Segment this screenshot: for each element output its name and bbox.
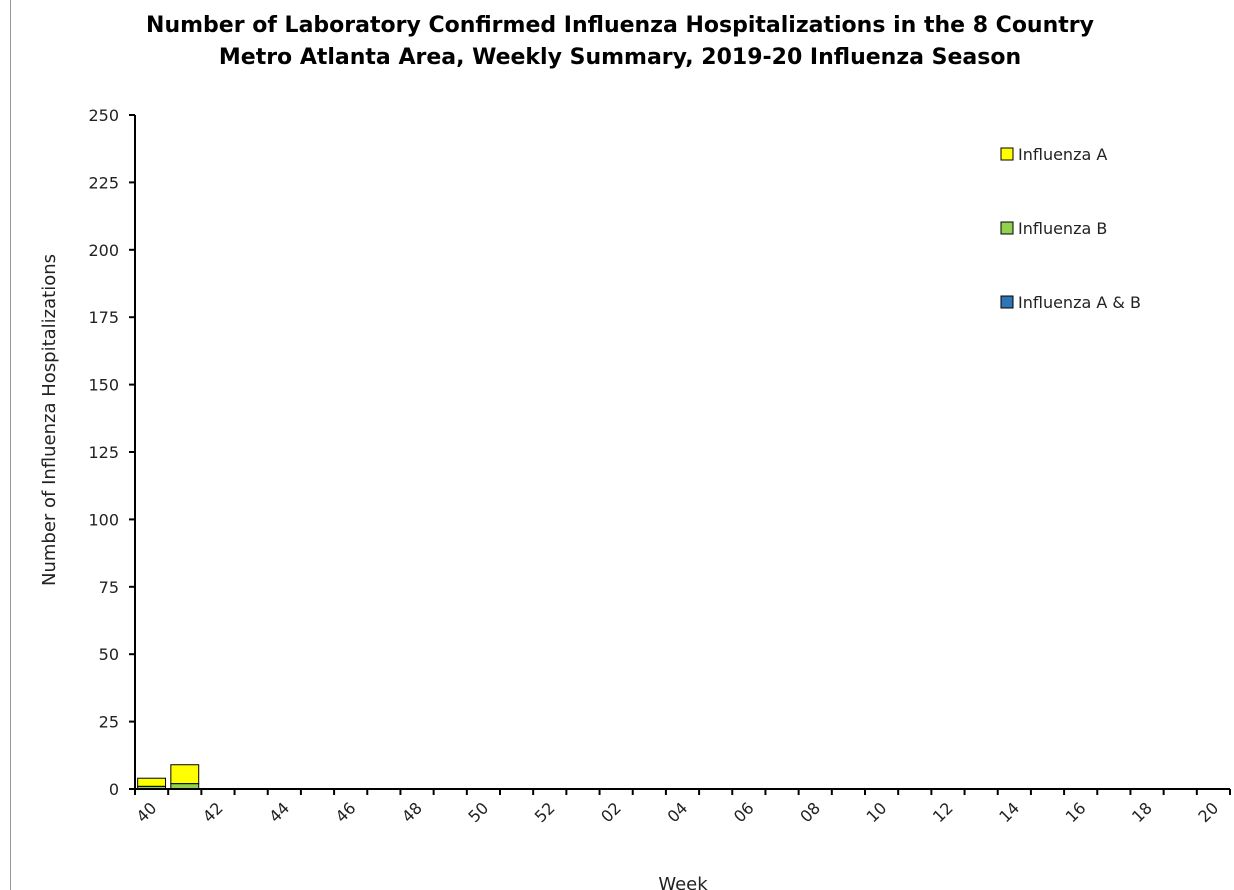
bar-segment	[137, 777, 167, 787]
y-tick-label: 175	[88, 308, 119, 327]
y-tick-label: 50	[99, 645, 119, 664]
legend-swatch	[1000, 147, 1014, 161]
x-tick-label: 02	[597, 798, 625, 826]
x-tick-label: 52	[531, 798, 559, 826]
y-tick-label: 100	[88, 510, 119, 529]
y-tick-label: 0	[109, 780, 119, 799]
chart-title: Number of Laboratory Confirmed Influenza…	[146, 13, 1094, 70]
x-tick-label: 08	[796, 798, 824, 826]
x-tick-label: 40	[133, 798, 161, 826]
x-tick-label: 46	[332, 798, 360, 826]
x-tick-label: 12	[929, 798, 957, 826]
y-tick-label: 200	[88, 241, 119, 260]
x-tick-label: 04	[663, 798, 691, 826]
y-tick-label: 75	[99, 578, 119, 597]
x-tick-label: 44	[265, 798, 293, 826]
y-tick-label: 150	[88, 376, 119, 395]
legend-label: Influenza B	[1018, 219, 1107, 238]
legend-swatch	[1000, 221, 1014, 235]
x-tick-label: 18	[1128, 798, 1156, 826]
x-tick-label: 14	[995, 798, 1023, 826]
x-tick-label: 48	[398, 798, 426, 826]
x-axis-title: Week	[658, 874, 708, 890]
x-tick-label: 50	[464, 798, 492, 826]
y-tick-label: 250	[88, 106, 119, 125]
y-axis-title: Number of Influenza Hospitalizations	[39, 254, 60, 586]
bar-segment	[170, 764, 200, 785]
x-tick-label: 06	[730, 798, 758, 826]
y-tick-label: 25	[99, 713, 119, 732]
x-tick-label: 42	[199, 798, 227, 826]
y-tick-label: 225	[88, 173, 119, 192]
y-tick-label: 125	[88, 443, 119, 462]
x-tick-label: 16	[1062, 798, 1090, 826]
x-tick-label: 20	[1194, 798, 1222, 826]
x-tick-label: 10	[863, 798, 891, 826]
legend-swatch	[1000, 295, 1014, 309]
legend-label: Influenza A & B	[1018, 293, 1141, 312]
legend-label: Influenza A	[1018, 145, 1107, 164]
